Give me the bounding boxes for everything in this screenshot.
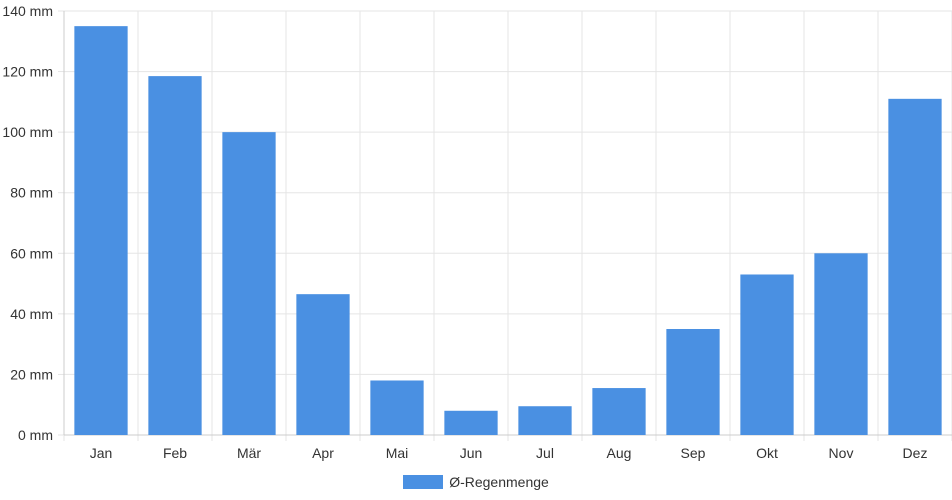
- bar-apr[interactable]: [296, 294, 350, 435]
- x-tick-label: Apr: [312, 445, 334, 461]
- x-tick-label: Jan: [90, 445, 113, 461]
- bar-jan[interactable]: [74, 26, 128, 436]
- x-tick-label: Aug: [607, 445, 632, 461]
- bar-mär[interactable]: [222, 132, 276, 435]
- x-tick-label: Jun: [460, 445, 483, 461]
- x-tick-label: Dez: [903, 445, 928, 461]
- legend-swatch: [403, 475, 444, 489]
- bar-aug[interactable]: [592, 388, 646, 435]
- x-tick-label: Jul: [536, 445, 554, 461]
- bar-feb[interactable]: [148, 76, 202, 435]
- y-tick-label: 100 mm: [2, 124, 53, 140]
- legend-label: Ø-Regenmenge: [449, 474, 549, 490]
- bar-mai[interactable]: [370, 380, 424, 435]
- y-axis-ticks: 0 mm 20 mm 40 mm 60 mm 80 mm 100 mm 120 mm 140 …: [2, 3, 53, 443]
- y-tick-label: 0 mm: [18, 427, 53, 443]
- bar-dez[interactable]: [888, 98, 942, 435]
- legend-item[interactable]: Ø-Regenmenge: [403, 474, 549, 490]
- bar-layer: [74, 26, 942, 436]
- x-tick-label: Mai: [386, 445, 409, 461]
- y-tick-label: 20 mm: [10, 366, 53, 382]
- bar-okt[interactable]: [740, 274, 794, 435]
- x-tick-label: Mär: [237, 445, 261, 461]
- bar-sep[interactable]: [666, 329, 720, 435]
- y-tick-label: 140 mm: [2, 3, 53, 19]
- x-tick-label: Okt: [756, 445, 778, 461]
- x-tick-label: Nov: [829, 445, 854, 461]
- y-tick-label: 60 mm: [10, 245, 53, 261]
- x-tick-label: Sep: [681, 445, 706, 461]
- bar-jul[interactable]: [518, 406, 572, 435]
- y-tick-label: 120 mm: [2, 64, 53, 80]
- x-axis-ticks: Jan Feb Mär Apr Mai Jun Jul Aug Sep Okt Nov Dez: [90, 445, 928, 461]
- bar-jun[interactable]: [444, 410, 498, 435]
- bar-nov[interactable]: [814, 253, 868, 435]
- x-tick-label: Feb: [163, 445, 187, 461]
- legend: Ø-Regenmenge: [0, 472, 952, 492]
- grid-layer: [58, 10, 952, 441]
- y-tick-label: 80 mm: [10, 185, 53, 201]
- bar-chart: 0 mm 20 mm 40 mm 60 mm 80 mm 100 mm 120 mm 140 …: [2, 3, 952, 461]
- y-tick-label: 40 mm: [10, 306, 53, 322]
